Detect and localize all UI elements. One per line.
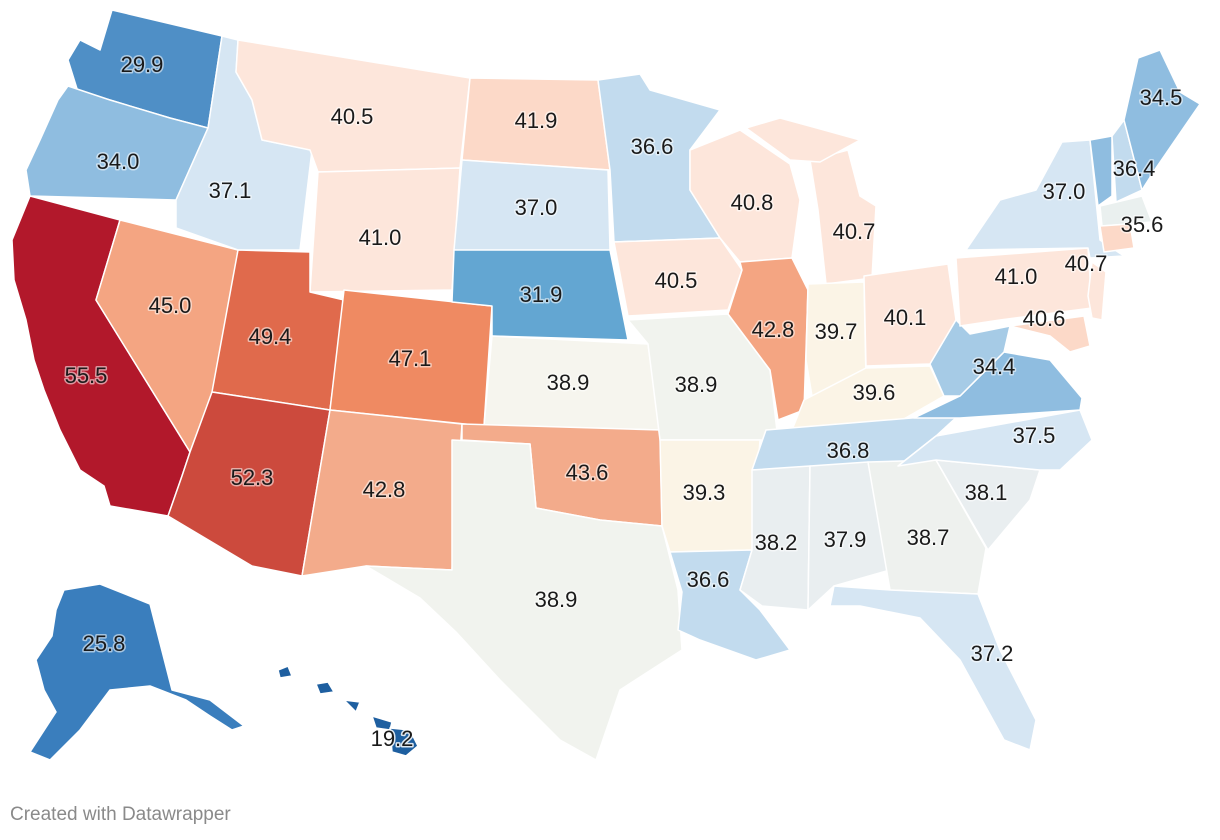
state-MI[interactable] xyxy=(809,149,877,285)
label-NJ: 40.7 xyxy=(1065,251,1108,276)
state-AL[interactable] xyxy=(807,461,891,611)
state-NC[interactable] xyxy=(897,409,1093,471)
label-IL: 42.8 xyxy=(752,317,795,342)
state-MA[interactable] xyxy=(1099,195,1153,227)
state-NJ[interactable] xyxy=(1087,261,1107,321)
label-OK: 43.6 xyxy=(566,460,609,485)
label-HI: 19.2 xyxy=(371,726,414,751)
state-HI[interactable] xyxy=(277,665,419,757)
label-VT: 36.4 xyxy=(1113,156,1156,181)
label-AZ: 52.3 xyxy=(231,465,274,490)
label-NV: 45.0 xyxy=(149,293,192,318)
label-SC: 38.1 xyxy=(965,480,1008,505)
label-AK: 25.8 xyxy=(83,631,126,656)
label-AL: 37.9 xyxy=(824,527,867,552)
label-CA: 55.5 xyxy=(65,363,108,388)
label-KY: 39.6 xyxy=(853,380,896,405)
state-VT[interactable] xyxy=(1089,135,1113,207)
label-NE: 31.9 xyxy=(520,282,563,307)
credit-text: Created with Datawrapper xyxy=(10,804,231,825)
state-AK[interactable] xyxy=(29,583,245,761)
label-SD: 37.0 xyxy=(515,195,558,220)
label-LA: 36.6 xyxy=(687,567,730,592)
label-WA: 29.9 xyxy=(121,52,164,77)
label-PA: 41.0 xyxy=(995,264,1038,289)
label-VA: 34.4 xyxy=(973,354,1016,379)
label-NC: 37.5 xyxy=(1013,423,1056,448)
label-OH: 40.1 xyxy=(884,305,927,330)
label-AR: 39.3 xyxy=(683,480,726,505)
label-KS: 38.9 xyxy=(547,370,590,395)
label-WI: 40.8 xyxy=(731,190,774,215)
label-IA: 40.5 xyxy=(655,268,698,293)
label-CO: 47.1 xyxy=(389,346,432,371)
state-OR[interactable] xyxy=(25,85,209,201)
label-MN: 36.6 xyxy=(631,134,674,159)
label-MO: 38.9 xyxy=(675,372,718,397)
label-MS: 38.2 xyxy=(755,530,798,555)
state-MD[interactable] xyxy=(1009,315,1091,353)
state-FL[interactable] xyxy=(829,585,1037,751)
label-ID: 37.1 xyxy=(209,178,252,203)
label-MA: 35.6 xyxy=(1121,212,1164,237)
state-TX[interactable] xyxy=(365,439,683,761)
label-NY: 37.0 xyxy=(1043,179,1086,204)
label-NM: 42.8 xyxy=(363,477,406,502)
state-ME[interactable] xyxy=(1123,49,1201,191)
label-UT: 49.4 xyxy=(249,324,292,349)
state-PA[interactable] xyxy=(955,247,1093,327)
us-choropleth-map: 29.9 34.0 55.5 45.0 37.1 40.5 41.0 49.4 … xyxy=(11,9,1201,761)
state-IL[interactable] xyxy=(727,257,809,421)
label-MT: 40.5 xyxy=(331,104,374,129)
state-CT xyxy=(1099,223,1135,253)
label-MD: 40.6 xyxy=(1023,306,1066,331)
label-MI: 40.7 xyxy=(833,219,876,244)
label-TX: 38.9 xyxy=(535,587,578,612)
label-ND: 41.9 xyxy=(515,108,558,133)
label-GA: 38.7 xyxy=(907,525,950,550)
label-ME: 34.5 xyxy=(1140,85,1183,110)
state-WV[interactable] xyxy=(929,319,1011,397)
value-labels: 29.9 34.0 55.5 45.0 37.1 40.5 41.0 49.4 … xyxy=(63,50,1184,752)
label-FL: 37.2 xyxy=(971,641,1014,666)
state-MI-UP xyxy=(745,117,861,163)
label-OR: 34.0 xyxy=(97,149,140,174)
label-IN: 39.7 xyxy=(815,319,858,344)
label-TN: 36.8 xyxy=(827,438,870,463)
state-NY[interactable] xyxy=(965,139,1125,259)
label-WY: 41.0 xyxy=(359,225,402,250)
